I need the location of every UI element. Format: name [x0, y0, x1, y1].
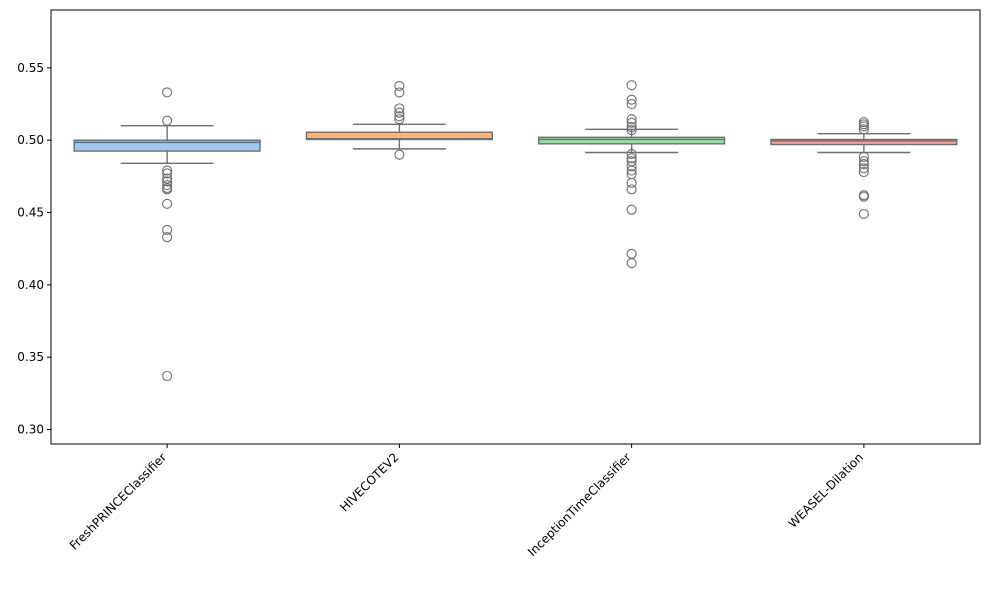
outlier-point	[394, 149, 405, 160]
outlier-point	[626, 98, 637, 110]
outlier-point	[162, 370, 173, 382]
outlier-point	[162, 232, 173, 243]
outlier-point	[626, 122, 637, 133]
outlier-point	[626, 153, 637, 164]
y-tick-label: 0.30	[17, 423, 44, 437]
outlier-point	[626, 184, 637, 195]
outlier-point	[394, 107, 405, 118]
outlier-point	[858, 208, 869, 220]
outlier-point	[394, 103, 405, 114]
outlier-point	[162, 179, 173, 191]
box-group	[73, 87, 261, 382]
x-tick-label: InceptionTimeClassifier	[525, 450, 634, 559]
outlier-point	[394, 114, 405, 125]
outlier-point	[858, 119, 869, 130]
y-tick-label: 0.55	[17, 61, 44, 75]
box-group	[770, 117, 958, 220]
outlier-point	[162, 184, 173, 195]
box-iqr	[73, 139, 261, 152]
outlier-point	[626, 204, 637, 215]
outlier-point	[858, 121, 869, 132]
outlier-point	[626, 177, 637, 188]
x-tick-label: FreshPRINCEClassifier	[67, 450, 169, 552]
plot-frame	[50, 9, 981, 445]
outlier-point	[858, 159, 869, 170]
outlier-point	[858, 191, 869, 202]
outlier-point	[858, 156, 869, 167]
outlier-point	[394, 111, 405, 122]
y-tick-label: 0.35	[17, 350, 44, 364]
outlier-point	[626, 248, 637, 259]
outlier-point	[626, 117, 637, 128]
outlier-point	[162, 198, 173, 209]
outlier-point	[626, 80, 637, 91]
box-group	[305, 80, 493, 160]
outlier-point	[626, 114, 637, 125]
outlier-point	[162, 165, 173, 176]
outlier-point	[858, 151, 869, 162]
axes: 0.30 0.35 0.40 0.45 0.50 0.55 FreshPRINCEClass…	[17, 9, 981, 559]
outlier-point	[162, 168, 173, 179]
box-iqr	[770, 138, 958, 146]
x-tick-label: WEASEL-Dilation	[785, 450, 866, 531]
outlier-point	[394, 87, 405, 98]
plot-area	[73, 80, 958, 382]
outlier-point	[162, 115, 173, 126]
outlier-point	[626, 148, 637, 159]
y-tick-label: 0.45	[17, 206, 44, 220]
outlier-point	[394, 80, 405, 91]
box-iqr	[305, 131, 493, 141]
box-iqr	[538, 136, 726, 145]
outlier-point	[162, 224, 173, 235]
outlier-point	[626, 125, 637, 136]
outlier-point	[858, 163, 869, 174]
outlier-point	[858, 166, 869, 178]
x-tick-label: HIVECOTEV2	[337, 450, 401, 514]
y-tick-label: 0.50	[17, 133, 44, 147]
outlier-point	[162, 176, 173, 187]
outlier-point	[626, 258, 637, 269]
outlier-point	[626, 94, 637, 105]
y-tick-label: 0.40	[17, 278, 44, 292]
outlier-point	[626, 165, 637, 176]
outlier-point	[858, 124, 869, 135]
box-group	[538, 80, 726, 269]
outlier-point	[626, 161, 637, 172]
outlier-point	[162, 87, 173, 98]
